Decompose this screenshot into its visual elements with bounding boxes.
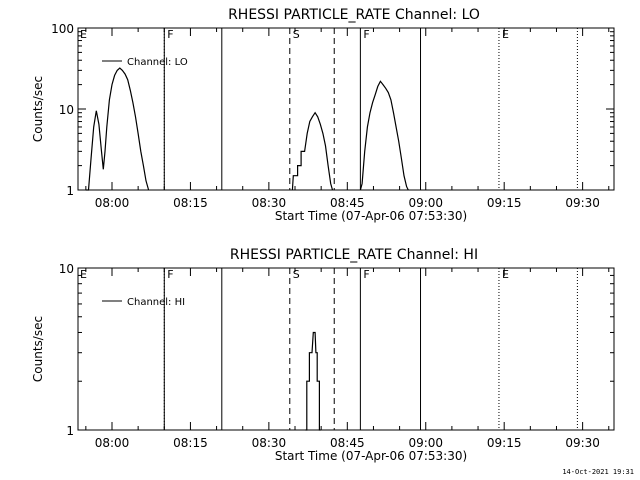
x-tick-label: 08:15	[173, 196, 208, 210]
x-tick-label: 08:15	[173, 436, 208, 450]
panel-1: Counts/sec	[31, 27, 615, 191]
series-line-channel-lo	[85, 67, 409, 191]
chart-title: RHESSI PARTICLE_RATE Channel: LO	[228, 7, 480, 23]
x-tick-label: 08:00	[95, 196, 130, 210]
x-tick-label: 09:00	[408, 436, 443, 450]
event-marker-label: S	[293, 28, 300, 41]
x-tick-label: 08:45	[330, 436, 365, 450]
event-marker-label: F	[363, 28, 369, 41]
series-line-channel-hi	[305, 331, 321, 431]
legend-entry: Channel: HI	[127, 297, 185, 308]
x-tick-label: 09:30	[565, 196, 600, 210]
plot-frame	[77, 27, 615, 191]
x-tick-label: 09:30	[565, 436, 600, 450]
y-axis-label: Counts/sec	[31, 76, 45, 142]
x-tick-label: 09:15	[487, 196, 522, 210]
timestamp-footer: 14-Oct-2021 19:31	[562, 468, 634, 476]
event-marker-label: F	[167, 28, 173, 41]
x-tick-label: 08:30	[252, 196, 287, 210]
y-tick-label: 10	[59, 103, 74, 117]
x-tick-label: 08:00	[95, 436, 130, 450]
y-tick-label: 100	[51, 22, 74, 36]
x-tick-label: 09:00	[408, 196, 443, 210]
y-axis-label: Counts/sec	[31, 316, 45, 382]
legend-entry: Channel: LO	[127, 57, 188, 68]
y-tick-label: 1	[66, 424, 74, 438]
event-marker-label: E	[80, 28, 87, 41]
plot-frame	[77, 267, 615, 431]
chart-title: RHESSI PARTICLE_RATE Channel: HI	[230, 247, 478, 263]
panel-2: Counts/sec	[31, 267, 615, 431]
event-marker-label: E	[502, 268, 509, 281]
x-tick-label: 08:45	[330, 196, 365, 210]
x-tick-label: 09:15	[487, 436, 522, 450]
event-marker-label: E	[80, 268, 87, 281]
x-axis-label: Start Time (07-Apr-06 07:53:30)	[275, 449, 467, 463]
y-tick-label: 1	[66, 184, 74, 198]
event-marker-label: F	[363, 268, 369, 281]
event-marker-label: S	[293, 268, 300, 281]
event-marker-label: E	[502, 28, 509, 41]
y-tick-label: 10	[59, 262, 74, 276]
x-axis-label: Start Time (07-Apr-06 07:53:30)	[275, 209, 467, 223]
event-marker-label: F	[167, 268, 173, 281]
x-tick-label: 08:30	[252, 436, 287, 450]
